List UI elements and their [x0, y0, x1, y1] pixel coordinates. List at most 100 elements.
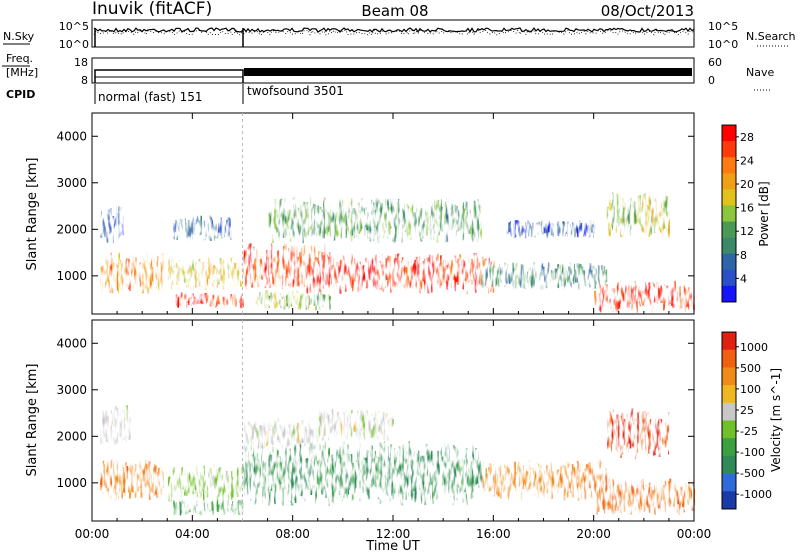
data-mark: [656, 281, 659, 305]
data-mark: [518, 270, 521, 286]
data-mark: [460, 259, 463, 282]
data-mark: [596, 269, 598, 285]
data-mark: [235, 472, 238, 495]
data-mark: [227, 297, 230, 308]
data-mark: [364, 207, 367, 228]
data-mark: [514, 268, 516, 289]
data-mark: [562, 465, 565, 487]
data-mark: [573, 263, 575, 284]
data-mark: [300, 203, 303, 236]
data-mark: [403, 447, 406, 494]
data-mark: [363, 208, 366, 236]
data-mark: [181, 267, 184, 282]
data-mark: [183, 294, 186, 303]
data-mark: [198, 501, 201, 515]
colorbar-segment: [722, 205, 736, 222]
data-mark: [612, 479, 614, 516]
data-mark: [526, 471, 529, 492]
data-mark: [106, 461, 109, 492]
data-mark: [286, 452, 289, 497]
data-mark: [146, 459, 149, 496]
data-mark: [528, 267, 530, 287]
data-mark: [201, 293, 204, 305]
date-title: 08/Oct/2013: [601, 2, 694, 20]
data-mark: [435, 450, 438, 501]
data-mark: [223, 474, 226, 493]
data-mark: [464, 208, 466, 235]
colorbar-tick-label: 4: [740, 272, 747, 285]
data-mark: [376, 261, 379, 291]
data-mark: [672, 284, 675, 308]
data-mark: [235, 294, 238, 307]
data-mark: [670, 286, 673, 306]
data-mark: [449, 460, 452, 497]
data-mark: [561, 264, 564, 287]
data-mark: [313, 426, 316, 440]
data-mark: [176, 221, 179, 240]
data-mark: [230, 504, 233, 511]
y-tick-label: 2000: [56, 429, 87, 443]
data-mark: [100, 467, 103, 491]
data-mark: [109, 410, 112, 441]
data-mark: [667, 203, 670, 238]
data-mark: [476, 199, 479, 243]
nave-right-tick-top: 60: [708, 56, 722, 69]
data-mark: [297, 292, 300, 310]
data-mark: [457, 448, 460, 488]
data-mark: [632, 205, 635, 226]
data-mark: [646, 491, 649, 508]
data-mark: [688, 478, 691, 503]
data-mark: [476, 252, 479, 287]
data-mark: [509, 469, 511, 498]
data-mark: [256, 452, 259, 505]
data-mark: [651, 201, 654, 233]
noise-right-label: N.Search: [746, 30, 796, 43]
data-mark: [157, 266, 160, 294]
data-mark: [175, 262, 178, 285]
data-mark: [192, 215, 195, 235]
data-mark: [291, 246, 294, 280]
data-mark: [670, 486, 673, 504]
data-mark: [312, 461, 315, 494]
data-mark: [111, 473, 114, 493]
data-mark: [299, 425, 302, 449]
data-mark: [321, 445, 324, 495]
data-mark: [409, 447, 412, 497]
data-mark: [270, 454, 273, 491]
data-mark: [305, 296, 308, 310]
data-mark: [642, 194, 645, 233]
data-mark: [650, 285, 653, 306]
data-mark: [560, 465, 563, 488]
data-mark: [201, 504, 204, 511]
data-mark: [114, 463, 117, 501]
data-mark: [472, 443, 474, 498]
data-mark: [592, 265, 595, 283]
data-mark: [317, 291, 319, 308]
data-mark: [423, 258, 426, 295]
data-mark: [263, 293, 266, 309]
data-mark: [467, 212, 470, 228]
data-mark: [606, 206, 609, 235]
data-mark: [185, 265, 188, 288]
data-mark: [408, 441, 411, 497]
data-mark: [420, 261, 423, 290]
data-mark: [616, 282, 619, 313]
data-mark: [446, 198, 449, 242]
data-mark: [355, 460, 358, 488]
data-mark: [265, 423, 268, 446]
data-mark: [215, 219, 217, 238]
data-mark: [610, 489, 613, 514]
data-mark: [383, 256, 386, 288]
data-mark: [596, 291, 599, 303]
data-mark: [660, 200, 663, 233]
data-mark: [675, 489, 678, 513]
data-mark: [464, 455, 467, 492]
data-mark: [575, 223, 578, 234]
data-mark: [476, 451, 479, 484]
data-mark: [143, 459, 146, 496]
data-mark: [579, 264, 582, 281]
data-mark: [603, 266, 606, 286]
data-mark: [198, 475, 201, 499]
data-mark: [219, 294, 222, 304]
data-mark: [406, 267, 409, 290]
